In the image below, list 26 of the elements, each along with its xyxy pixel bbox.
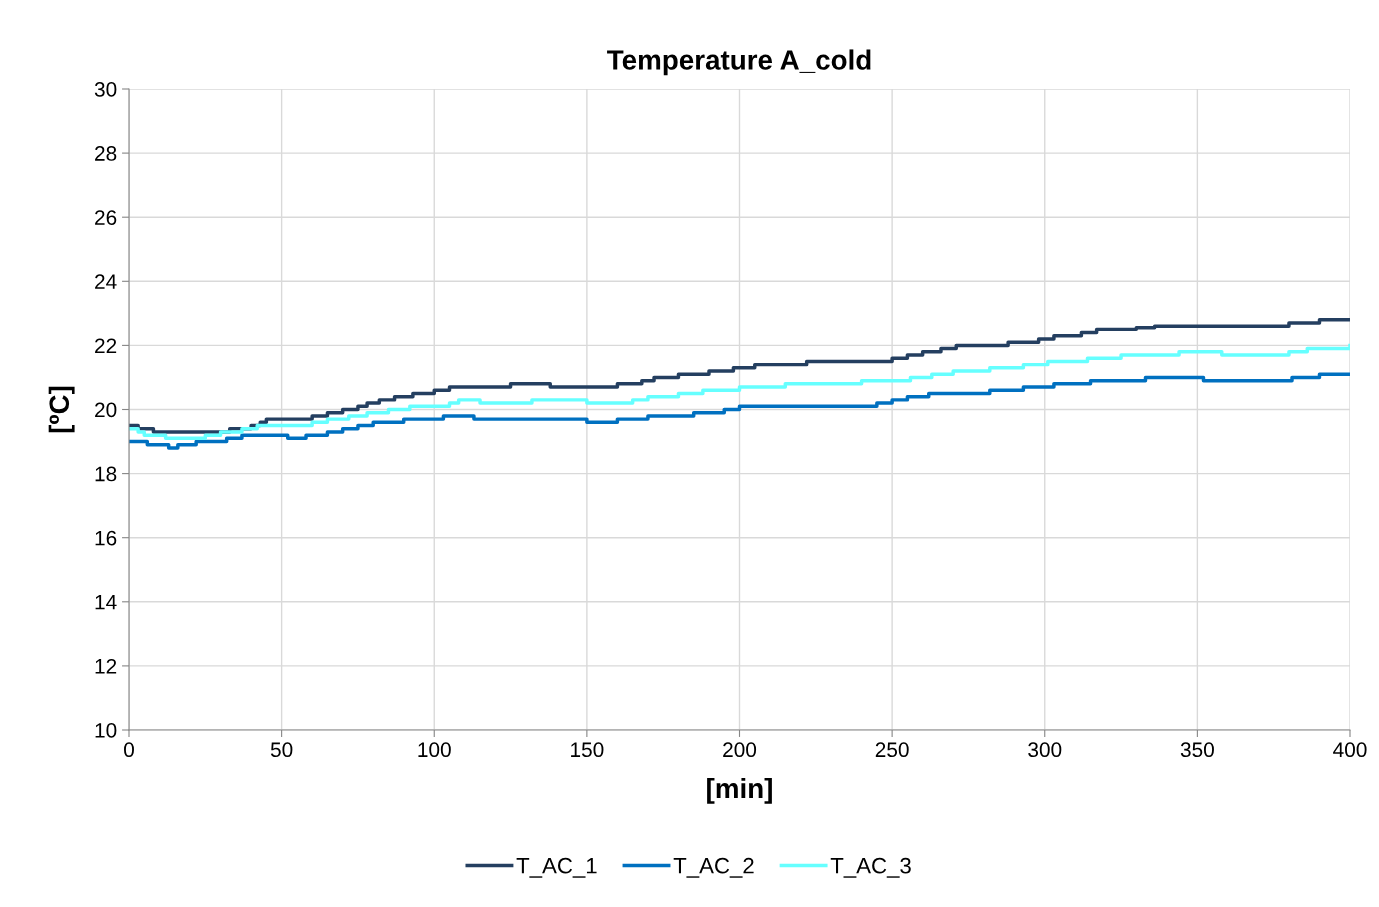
y-tick-label: 10 <box>95 723 117 738</box>
x-tick-label: 300 <box>1028 742 1062 758</box>
y-tick-label: 22 <box>95 338 117 353</box>
legend-label: T_AC_2 <box>673 857 754 878</box>
x-tick-label: 150 <box>571 742 604 758</box>
x-tick-label: 350 <box>1180 742 1214 758</box>
legend-label: T_AC_1 <box>516 857 597 878</box>
y-tick-label: 18 <box>95 466 117 482</box>
y-tick-label: 26 <box>95 210 117 225</box>
x-tick-label: 50 <box>270 742 293 758</box>
y-tick-label: 16 <box>95 530 117 546</box>
x-tick-label: 200 <box>723 742 757 758</box>
x-tick-label: 0 <box>124 742 134 758</box>
x-tick-label: 250 <box>875 742 909 758</box>
y-tick-label: 24 <box>95 274 117 289</box>
x-tick-label: 100 <box>418 742 451 758</box>
y-tick-label: 28 <box>95 146 117 161</box>
x-axis-title: [min] <box>707 777 772 804</box>
y-axis-title: [ºC] <box>48 386 75 433</box>
y-tick-label: 14 <box>95 595 117 610</box>
chart-title: Temperature A_cold <box>607 49 871 76</box>
legend-label: T_AC_3 <box>830 857 911 878</box>
y-tick-label: 12 <box>95 658 117 674</box>
y-tick-label: 20 <box>95 402 117 418</box>
y-tick-label: 30 <box>94 82 117 97</box>
x-tick-label: 400 <box>1333 742 1367 758</box>
